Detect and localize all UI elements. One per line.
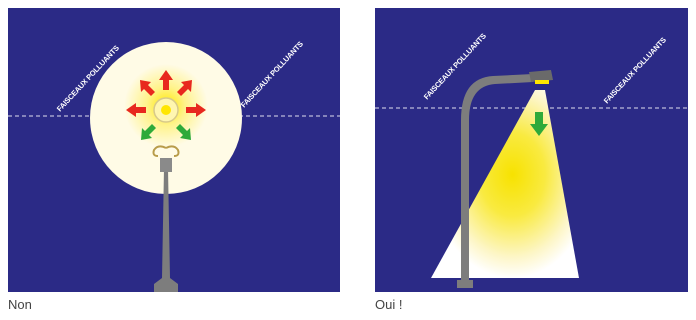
lamp-bulb [535,80,549,84]
scroll-ornament-right [165,145,180,157]
lamp-bulb [161,105,171,115]
scroll-ornament-left [152,145,167,157]
panel-oui: FAISCEAUX POLLUANTS FAISCEAUX POLLUANTS [375,8,688,292]
diagram-omnidirectional-streetlight: FAISCEAUX POLLUANTS FAISCEAUX POLLUANTS [8,8,340,292]
lamp-head [529,70,553,82]
caption-non: Non [8,297,32,312]
panel-non: FAISCEAUX POLLUANTS FAISCEAUX POLLUANTS [8,8,340,292]
lamp-post [154,168,178,292]
lamp-post-base [457,280,473,288]
diagram-downward-streetlight: FAISCEAUX POLLUANTS FAISCEAUX POLLUANTS [375,8,688,292]
caption-oui: Oui ! [375,297,403,312]
green-arrow-icon [141,124,191,140]
red-arrow-icon [126,70,206,117]
lamp-post [461,74,533,284]
lamp-post-collar [160,158,172,172]
green-arrow-down-icon [530,112,548,136]
